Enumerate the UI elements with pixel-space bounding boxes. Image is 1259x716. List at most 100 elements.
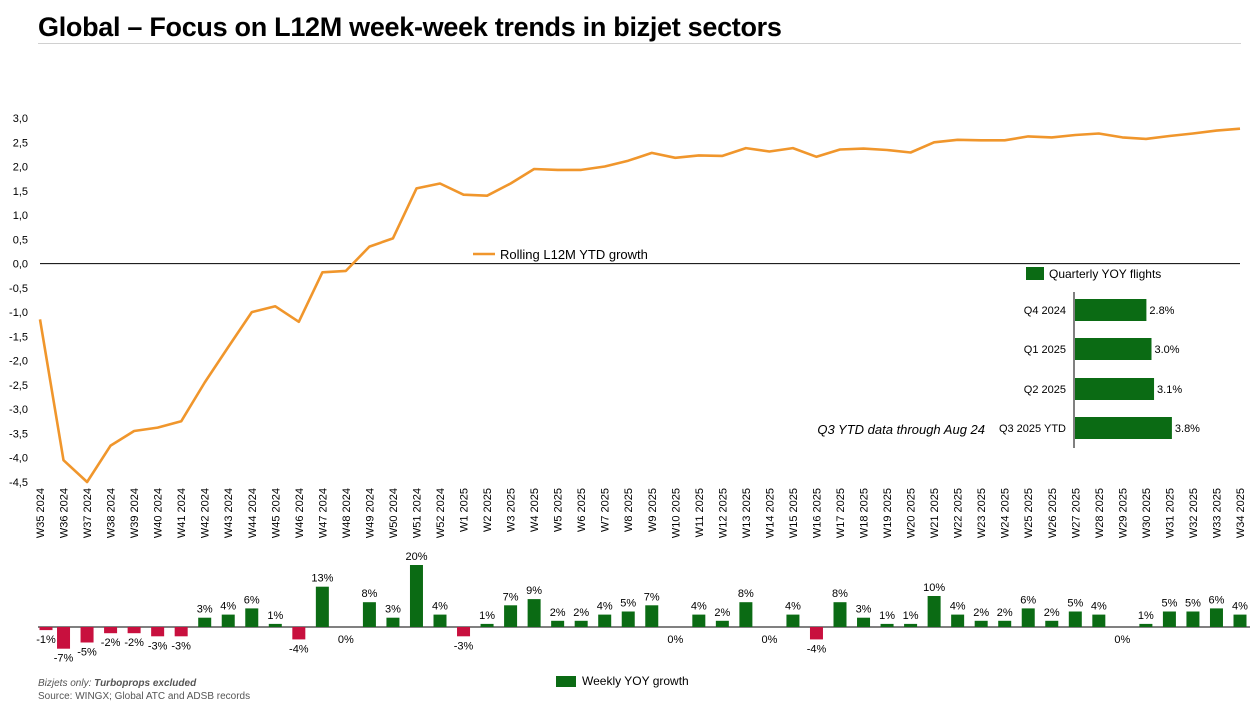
quarterly-bar [1075, 299, 1147, 321]
weekly-data-label: 4% [1091, 601, 1107, 613]
weekly-data-label: 4% [691, 601, 707, 613]
y-tick-label: 0,5 [13, 234, 28, 246]
weekly-bar [315, 586, 329, 627]
x-tick-label: W38 2024 [106, 488, 118, 538]
weekly-bar [880, 623, 894, 627]
y-tick-label: 2,0 [13, 162, 28, 174]
x-tick-label: W20 2025 [906, 488, 918, 538]
weekly-bar [1162, 611, 1176, 627]
weekly-data-label: 8% [738, 588, 754, 600]
weekly-data-label: 8% [361, 588, 377, 600]
weekly-data-label: 13% [311, 573, 333, 585]
x-tick-label: W10 2025 [670, 488, 682, 538]
weekly-bar [433, 614, 447, 627]
weekly-bar [551, 620, 565, 627]
weekly-bar [1045, 620, 1059, 627]
quarterly-bar [1075, 417, 1172, 439]
weekly-data-label: 3% [856, 604, 872, 616]
weekly-bar [974, 620, 988, 627]
weekly-data-label: -1% [36, 634, 56, 646]
weekly-bar [527, 599, 541, 627]
x-tick-label: W51 2024 [411, 488, 423, 538]
x-tick-label: W49 2024 [364, 488, 376, 538]
weekly-bar [198, 617, 212, 627]
y-tick-label: 2,5 [13, 137, 28, 149]
weekly-bar [409, 565, 423, 627]
weekly-data-label: 1% [267, 610, 283, 622]
line-legend-label: Rolling L12M YTD growth [500, 247, 648, 262]
x-tick-label: W27 2025 [1070, 488, 1082, 538]
weekly-data-label: 5% [1161, 598, 1177, 610]
y-tick-label: -3,5 [9, 428, 28, 440]
x-tick-label: W9 2025 [647, 488, 659, 532]
weekly-data-label: 7% [503, 591, 519, 603]
weekly-data-label: 2% [1044, 607, 1060, 619]
x-tick-label: W48 2024 [341, 488, 353, 538]
weekly-data-label: 1% [903, 610, 919, 622]
weekly-data-label: 2% [714, 607, 730, 619]
y-tick-label: -1,0 [9, 307, 28, 319]
weekly-bar [480, 623, 494, 627]
weekly-bar [457, 627, 471, 637]
footnote-line1: Bizjets only: Turboprops excluded [38, 677, 250, 690]
y-tick-label: -3,0 [9, 404, 28, 416]
y-tick-label: 3,0 [13, 113, 28, 125]
weekly-data-label: 6% [244, 594, 260, 606]
line-x-axis: W35 2024 W36 2024 W37 2024 W38 2024 W39 2024… [35, 488, 1247, 538]
x-tick-label: W44 2024 [247, 488, 259, 538]
weekly-bar [833, 602, 847, 627]
weekly-bar [127, 627, 141, 634]
x-tick-label: W22 2025 [953, 488, 965, 538]
weekly-data-label: 4% [1232, 601, 1248, 613]
weekly-data-label: -4% [289, 643, 309, 655]
weekly-bar [598, 614, 612, 627]
x-tick-label: W42 2024 [200, 488, 212, 538]
weekly-data-label: 1% [1138, 610, 1154, 622]
weekly-data-label: -2% [101, 637, 121, 649]
weekly-legend-label: Weekly YOY growth [582, 676, 689, 688]
x-tick-label: W47 2024 [317, 488, 329, 538]
weekly-data-label: 1% [479, 610, 495, 622]
weekly-data-label: 4% [950, 601, 966, 613]
x-tick-label: W1 2025 [459, 488, 471, 532]
weekly-bar [574, 620, 588, 627]
x-tick-label: W7 2025 [600, 488, 612, 532]
weekly-data-label: -3% [171, 640, 191, 652]
q3-annotation: Q3 YTD data through Aug 24 [817, 422, 985, 437]
quarterly-data-label: 3.0% [1155, 344, 1180, 356]
weekly-data-label: 0% [1114, 634, 1130, 646]
weekly-bar [786, 614, 800, 627]
weekly-data-label: 2% [573, 607, 589, 619]
x-tick-label: W52 2024 [435, 488, 447, 538]
x-tick-label: W8 2025 [623, 488, 635, 532]
weekly-bar [692, 614, 706, 627]
weekly-bar [39, 627, 53, 631]
x-tick-label: W2 2025 [482, 488, 494, 532]
weekly-data-label: 9% [526, 585, 542, 597]
weekly-bar [57, 627, 71, 649]
x-tick-label: W4 2025 [529, 488, 541, 532]
weekly-bar-chart: -1%-7%-5%-2% -2% -3% -3%3% 4%6%1%-4%13%0%8%3… [36, 551, 1250, 665]
weekly-bar [1186, 611, 1200, 627]
weekly-data-label: 0% [667, 634, 683, 646]
y-tick-label: -1,5 [9, 331, 28, 343]
line-chart: 3,0 2,5 2,0 1,5 1,0 0,5 0,0 -0,5 -1,0 -1,5 -2,0 -2,… [9, 113, 1247, 538]
weekly-bar [1233, 614, 1247, 627]
x-tick-label: W19 2025 [882, 488, 894, 538]
weekly-data-label: -7% [54, 653, 74, 665]
weekly-data-label: 6% [1209, 594, 1225, 606]
weekly-data-label: 1% [879, 610, 895, 622]
weekly-bar [104, 627, 118, 634]
quarterly-data-label: 2.8% [1149, 305, 1174, 317]
x-tick-label: W46 2024 [294, 488, 306, 538]
quarterly-category-label: Q3 2025 YTD [999, 423, 1066, 435]
y-tick-label: -2,5 [9, 380, 28, 392]
x-tick-label: W45 2024 [270, 488, 282, 538]
x-tick-label: W21 2025 [929, 488, 941, 538]
x-tick-label: W18 2025 [859, 488, 871, 538]
weekly-bar [739, 602, 753, 627]
x-tick-label: W43 2024 [223, 488, 235, 538]
weekly-data-label: -3% [148, 640, 168, 652]
quarterly-bar [1075, 378, 1155, 400]
y-tick-label: 1,5 [13, 186, 28, 198]
